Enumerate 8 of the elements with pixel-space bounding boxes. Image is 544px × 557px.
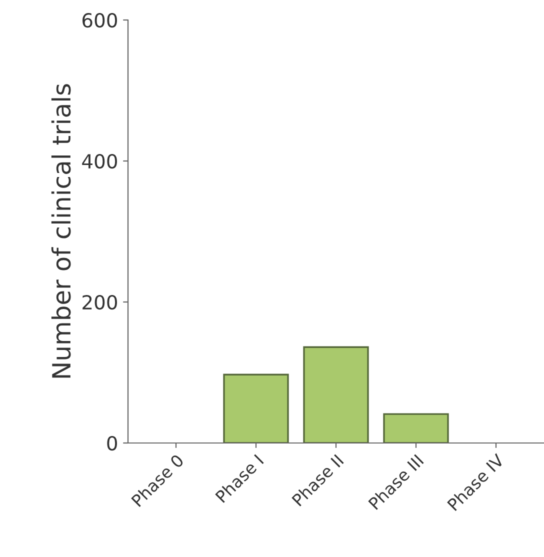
y-tick-label: 200 <box>82 294 117 310</box>
y-tick-label: 0 <box>107 436 117 451</box>
y-tick-label: 600 <box>82 12 117 28</box>
bar <box>303 346 369 443</box>
y-axis-title: Number of clinical trials <box>51 84 71 378</box>
bar <box>223 374 289 443</box>
y-tick-label: 400 <box>82 154 117 169</box>
bar <box>383 413 449 443</box>
